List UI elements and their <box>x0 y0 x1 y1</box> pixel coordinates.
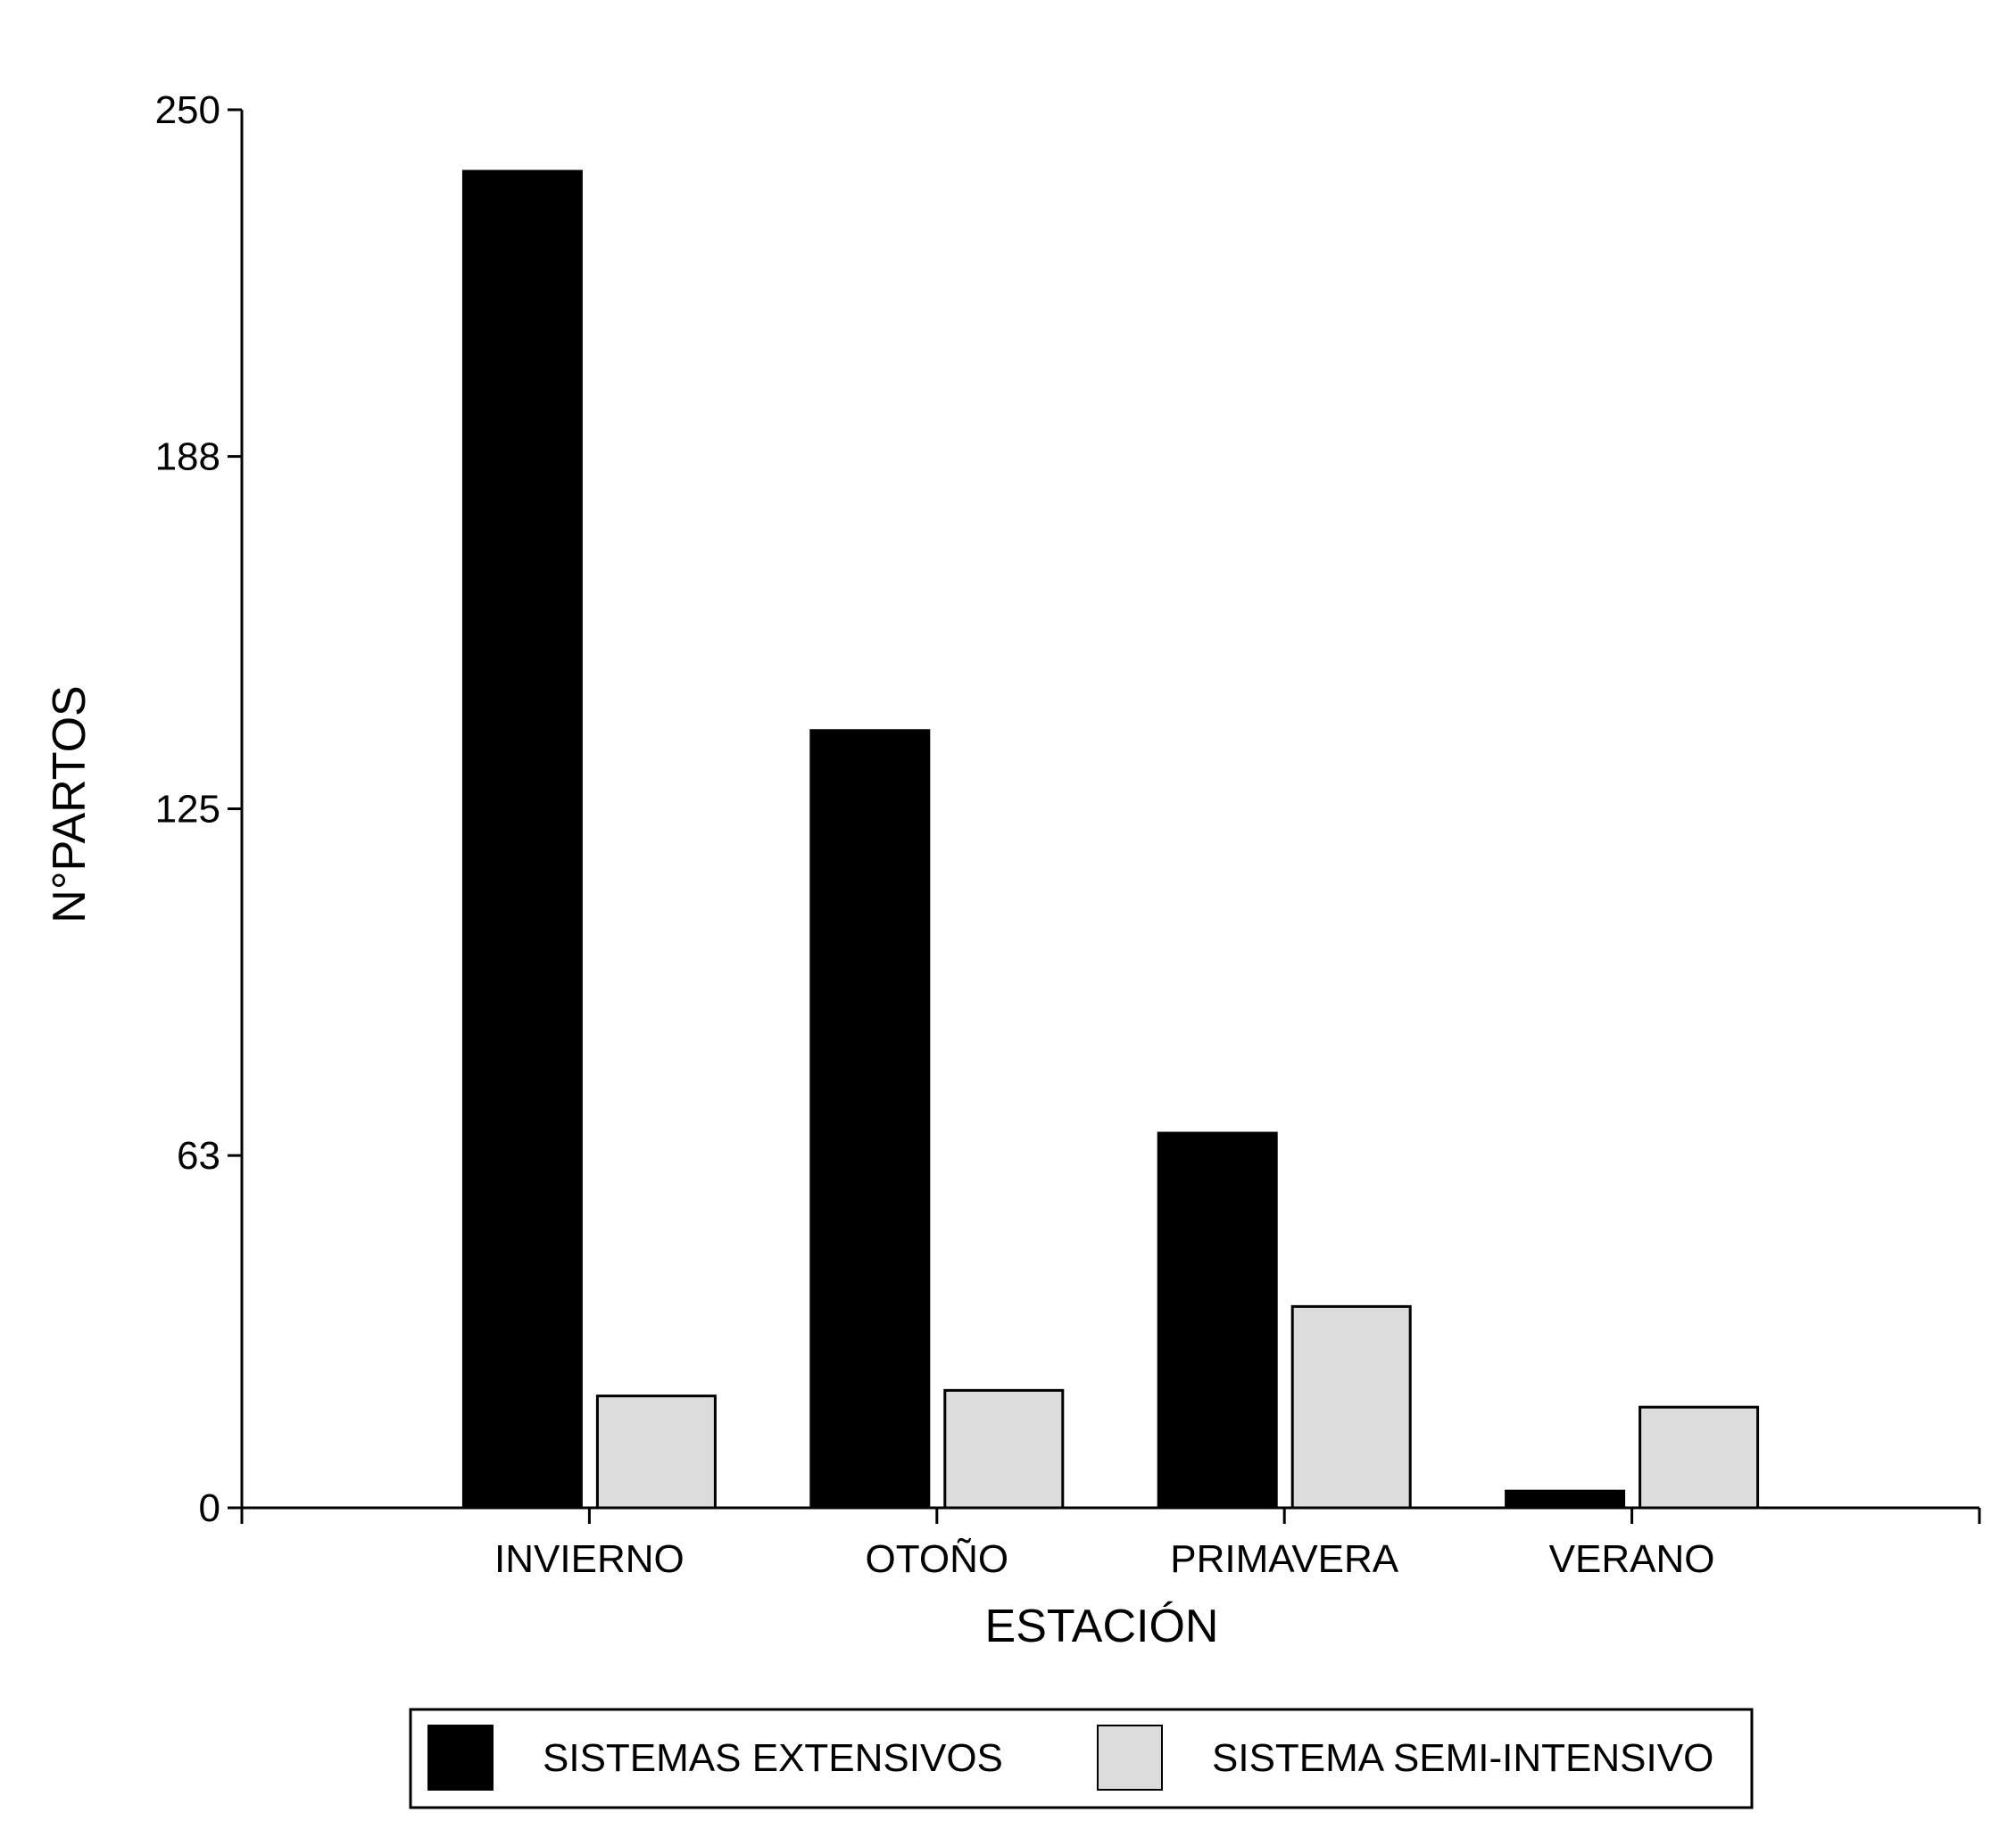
y-ticks: 0 63 125 188 250 <box>155 88 242 1530</box>
bars <box>461 170 1760 1510</box>
bar-extensivos <box>461 170 583 1510</box>
x-axis-title: ESTACIÓN <box>985 1601 1219 1652</box>
y-tick-label: 250 <box>155 88 220 132</box>
bar-semi-intensivo <box>595 1395 717 1510</box>
bar-extensivos <box>1505 1489 1626 1510</box>
y-tick-label: 125 <box>155 788 220 832</box>
x-tick-label: VERANO <box>1549 1537 1715 1581</box>
y-tick-label: 0 <box>199 1486 220 1530</box>
y-tick-label: 188 <box>155 435 220 479</box>
x-tick-label: PRIMAVERA <box>1170 1537 1399 1581</box>
x-ticks: INVIERNO OTOÑO PRIMAVERA VERANO <box>240 1508 1981 1581</box>
bar-semi-intensivo <box>1639 1405 1760 1510</box>
y-tick-label: 63 <box>177 1134 220 1178</box>
x-tick-label: OTOÑO <box>866 1536 1009 1581</box>
bar-semi-intensivo <box>1290 1304 1412 1510</box>
legend-swatch-semi-intensivo <box>1097 1725 1163 1791</box>
legend-swatch-extensivos <box>427 1725 494 1791</box>
legend-label-semi-intensivo: SISTEMA SEMI-INTENSIVO <box>1212 1736 1713 1780</box>
bar-extensivos <box>1157 1131 1278 1510</box>
legend: SISTEMAS EXTENSIVOS SISTEMA SEMI-INTENSI… <box>409 1708 1754 1809</box>
bar-extensivos <box>809 729 931 1510</box>
y-axis-title: N°PARTOS <box>44 685 95 923</box>
bar-semi-intensivo <box>943 1388 1065 1510</box>
legend-box <box>409 1708 1754 1809</box>
x-tick-label: INVIERNO <box>494 1537 684 1581</box>
legend-label-extensivos: SISTEMAS EXTENSIVOS <box>543 1736 1003 1780</box>
